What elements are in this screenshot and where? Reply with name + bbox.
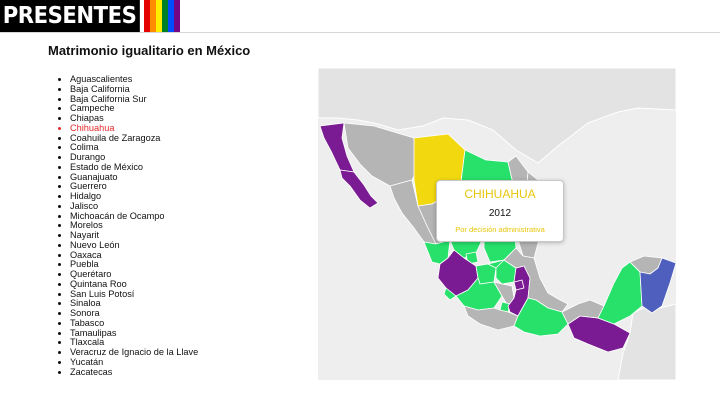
state-list-item[interactable]: Guerrero — [70, 181, 198, 192]
state-list-item[interactable]: Sinaloa — [70, 298, 198, 309]
stripe-violet — [174, 0, 181, 32]
state-list-item[interactable]: Nayarit — [70, 230, 198, 241]
state-list-item[interactable]: Tamaulipas — [70, 328, 198, 339]
state-list: AguascalientesBaja CaliforniaBaja Califo… — [52, 74, 198, 378]
presentes-logo[interactable]: PRESENTES — [0, 0, 181, 32]
state-list-item[interactable]: San Luis Potosí — [70, 289, 198, 300]
state-list-item[interactable]: Guanajuato — [70, 172, 198, 183]
tooltip-year: 2012 — [488, 208, 512, 219]
state-baja-california-sur[interactable] — [339, 169, 379, 209]
pride-flag-stripes — [144, 0, 181, 32]
state-list-item[interactable]: Puebla — [70, 259, 198, 270]
state-list-item[interactable]: Durango — [70, 152, 198, 163]
state-list-item[interactable]: Chihuahua — [70, 123, 198, 134]
state-list-item[interactable]: Zacatecas — [70, 367, 198, 378]
state-list-item[interactable]: Michoacán de Ocampo — [70, 211, 198, 222]
state-list-item[interactable]: Coahuila de Zaragoza — [70, 133, 198, 144]
state-list-item[interactable]: Morelos — [70, 220, 198, 231]
state-list-item[interactable]: Baja California — [70, 84, 198, 95]
state-list-item[interactable]: Quintana Roo — [70, 279, 198, 290]
usa-region — [318, 68, 676, 164]
tooltip-state-name: CHIHUAHUA — [464, 187, 536, 201]
neighbor-countries — [318, 68, 676, 380]
state-list-item[interactable]: Colima — [70, 142, 198, 153]
top-bar: PRESENTES — [0, 0, 720, 33]
stripe-blue — [168, 0, 175, 32]
state-list-item[interactable]: Sonora — [70, 308, 198, 319]
state-shapes — [319, 122, 676, 353]
state-quintana-roo[interactable] — [639, 257, 676, 314]
state-list-item[interactable]: Nuevo León — [70, 240, 198, 251]
state-chiapas[interactable] — [567, 315, 631, 353]
stripe-red — [144, 0, 151, 32]
logo-text: PRESENTES — [0, 0, 141, 32]
state-list-item[interactable]: Tabasco — [70, 318, 198, 329]
tooltip-note: Por decisión administrativa — [455, 225, 545, 234]
state-list-item[interactable]: Tlaxcala — [70, 337, 198, 348]
state-list-item[interactable]: Campeche — [70, 103, 198, 114]
stripe-orange — [150, 0, 157, 32]
page-title: Matrimonio igualitario en México — [48, 43, 251, 58]
state-colima[interactable] — [443, 287, 457, 301]
state-list-item[interactable]: Chiapas — [70, 113, 198, 124]
state-list-item[interactable]: Yucatán — [70, 357, 198, 368]
map-svg — [318, 68, 676, 380]
stripe-yellow — [156, 0, 163, 32]
state-list-item[interactable]: Veracruz de Ignacio de la Llave — [70, 347, 198, 358]
state-list-item[interactable]: Hidalgo — [70, 191, 198, 202]
state-list-item[interactable]: Jalisco — [70, 201, 198, 212]
state-list-item[interactable]: Baja California Sur — [70, 94, 198, 105]
stripe-green — [162, 0, 169, 32]
state-list-item[interactable]: Querétaro — [70, 269, 198, 280]
state-list-item[interactable]: Aguascalientes — [70, 74, 198, 85]
state-list-item[interactable]: Estado de México — [70, 162, 198, 173]
state-list-item[interactable]: Oaxaca — [70, 250, 198, 261]
state-tooltip: CHIHUAHUA 2012 Por decisión administrati… — [436, 180, 564, 242]
